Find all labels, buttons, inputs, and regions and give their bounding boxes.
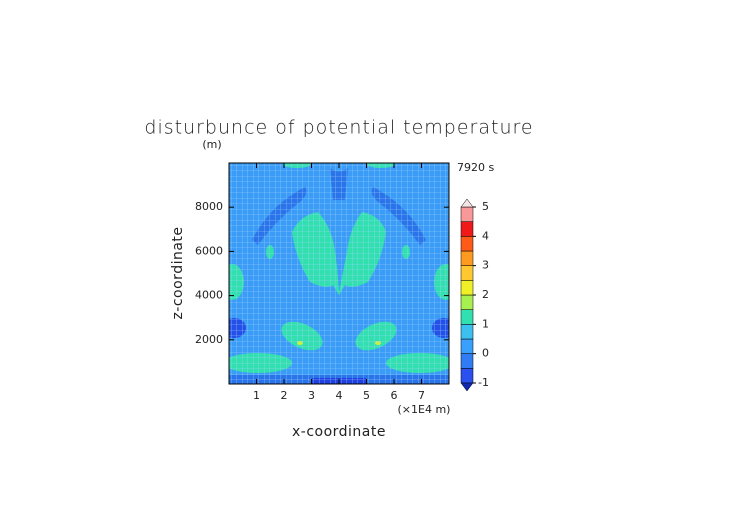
colorbar-tick-label: 4 xyxy=(482,229,489,242)
colorbar-segment xyxy=(460,353,474,369)
colorbar-tick-label: 2 xyxy=(482,288,489,301)
colorbar-over xyxy=(460,198,474,208)
colorbar-tick-label: 1 xyxy=(482,317,489,330)
colorbar-tick-label: -1 xyxy=(478,376,489,389)
colorbar-segment xyxy=(460,236,474,252)
x-tick-label: 2 xyxy=(281,389,288,402)
colorbar-segment xyxy=(460,338,474,354)
grid-texture xyxy=(229,163,449,384)
x-tick-label: 5 xyxy=(363,389,370,402)
y-tick-label: 2000 xyxy=(195,333,223,346)
chart-title: disturbunce of potential temperature xyxy=(144,117,533,139)
contour-field xyxy=(229,163,449,384)
x-tick-label: 6 xyxy=(391,389,398,402)
y-tick-label: 8000 xyxy=(195,200,223,213)
colorbar-segment xyxy=(460,265,474,281)
colorbar-segment xyxy=(460,250,474,266)
x-tick-label: 4 xyxy=(336,389,343,402)
colorbar-segment xyxy=(460,294,474,310)
x-tick-label: 3 xyxy=(308,389,315,402)
y-unit: (m) xyxy=(202,138,221,151)
x-tick-label: 7 xyxy=(418,389,425,402)
x-axis-label: x-coordinate xyxy=(292,424,386,440)
colorbar-under xyxy=(460,382,474,392)
colorbar-segment xyxy=(460,280,474,296)
y-tick-label: 6000 xyxy=(195,244,223,257)
colorbar-segment xyxy=(460,221,474,237)
y-axis-label: z-coordinate xyxy=(170,226,186,319)
colorbar-segment xyxy=(460,368,474,384)
x-unit: (×1E4 m) xyxy=(398,403,451,416)
colorbar-segment xyxy=(460,309,474,325)
y-tick-label: 4000 xyxy=(195,289,223,302)
x-tick-label: 1 xyxy=(253,389,260,402)
colorbar-tick-label: 3 xyxy=(482,259,489,272)
colorbar-tick-label: 0 xyxy=(482,347,489,360)
colorbar-tick-label: 5 xyxy=(482,200,489,213)
colorbar-segment xyxy=(460,206,474,222)
colorbar-segment xyxy=(460,324,474,340)
time-label: 7920 s xyxy=(457,161,494,174)
